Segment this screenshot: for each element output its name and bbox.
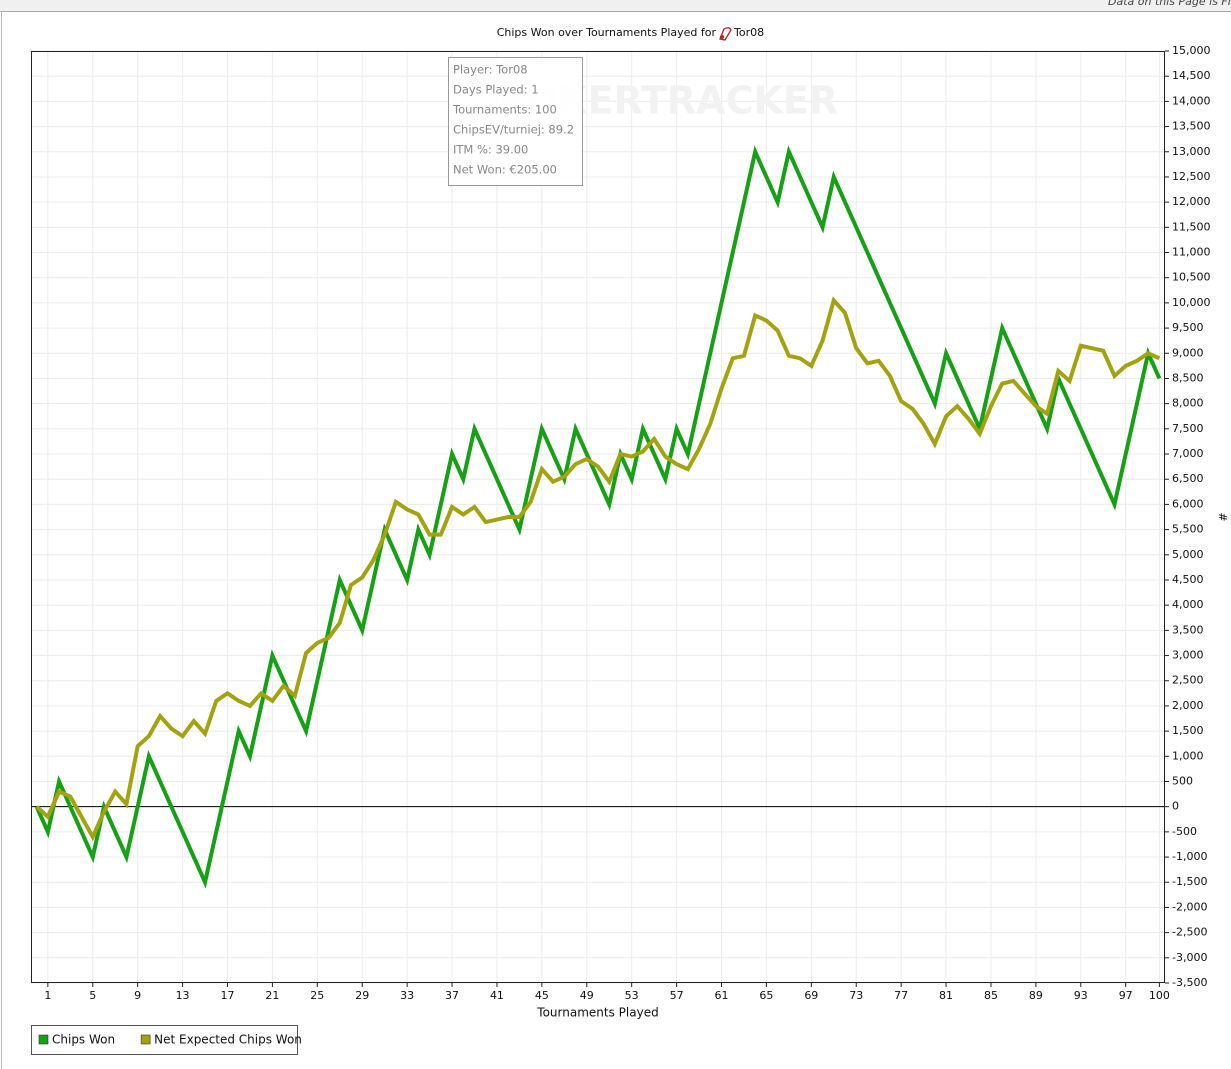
y-tick-label: 14,000 <box>1172 94 1211 107</box>
x-tick-label: 73 <box>849 989 863 1002</box>
y-tick-label: 8,500 <box>1172 371 1204 384</box>
tooltip-line: Player: Tor08 <box>453 63 528 77</box>
y-tick-label: -1,000 <box>1172 850 1207 863</box>
tooltip-line: ITM %: 39.00 <box>453 143 528 157</box>
x-tick-label: 85 <box>984 989 998 1002</box>
y-tick-label: 9,000 <box>1172 346 1204 359</box>
grid <box>31 50 1165 984</box>
x-tick-label: 5 <box>89 989 96 1002</box>
x-tick-label: 65 <box>759 989 773 1002</box>
x-axis-label: Tournaments Played <box>536 1006 658 1020</box>
y-tick-label: 2,500 <box>1172 674 1204 687</box>
y-tick-label: 0 <box>1172 800 1179 813</box>
y-tick-label: 13,500 <box>1172 120 1211 133</box>
x-tick-label: 45 <box>535 989 549 1002</box>
y-tick-label: 7,000 <box>1172 447 1204 460</box>
y-tick-label: 15,000 <box>1172 44 1211 57</box>
x-tick-label: 33 <box>400 989 414 1002</box>
x-tick-label: 57 <box>670 989 684 1002</box>
x-tick-label: 81 <box>939 989 953 1002</box>
x-tick-label: 61 <box>715 989 729 1002</box>
x-tick-label: 21 <box>265 989 279 1002</box>
y-tick-label: 500 <box>1172 774 1193 787</box>
y-tick-label: 2,000 <box>1172 699 1204 712</box>
tooltip: Player: Tor08 Days Played: 1 Tournaments: … <box>448 57 583 186</box>
plot-frame <box>31 51 1165 983</box>
y-tick-label: 14,500 <box>1172 69 1211 82</box>
player-name: Tor08 <box>733 26 764 39</box>
tooltip-line: Tournaments: 100 <box>452 103 557 117</box>
legend-swatch <box>38 1034 49 1045</box>
x-tick-label: 89 <box>1029 989 1043 1002</box>
legend-label: Net Expected Chips Won <box>154 1033 302 1047</box>
y-tick-label: 11,500 <box>1172 220 1211 233</box>
y-tick-label: -3,500 <box>1172 976 1207 989</box>
x-tick-label: 53 <box>625 989 639 1002</box>
series-line <box>35 296 1161 842</box>
y-tick-label: -1,500 <box>1172 875 1207 888</box>
y-tick-label: 10,500 <box>1172 271 1211 284</box>
legend-box <box>31 1025 298 1055</box>
y-tick-label: 3,000 <box>1172 649 1204 662</box>
y-tick-label: -500 <box>1172 825 1197 838</box>
legend-swatch <box>140 1034 151 1045</box>
y-tick-label: 13,000 <box>1172 145 1211 158</box>
x-tick-label: 41 <box>490 989 504 1002</box>
top-bar <box>0 0 1231 11</box>
tooltip-line: ChipsEV/turniej: 89.2 <box>453 123 574 137</box>
y-tick-label: 5,500 <box>1172 523 1204 536</box>
x-tick-label: 13 <box>176 989 190 1002</box>
x-tick-label: 17 <box>220 989 234 1002</box>
y-tick-label: 3,500 <box>1172 623 1204 636</box>
x-tick-label: 29 <box>355 989 369 1002</box>
y-tick-label: 1,500 <box>1172 724 1204 737</box>
y-tick-label: -3,000 <box>1172 951 1207 964</box>
y-tick-label: 4,000 <box>1172 598 1204 611</box>
y-tick-label: 6,000 <box>1172 497 1204 510</box>
y-tick-label: 6,500 <box>1172 472 1204 485</box>
tooltip-line: Net Won: €205.00 <box>453 163 557 177</box>
y-tick-label: 7,500 <box>1172 422 1204 435</box>
legend-label: Chips Won <box>52 1033 115 1047</box>
y-tick-label: 12,000 <box>1172 195 1211 208</box>
header-note: Data on this Page is Fil <box>1108 0 1231 8</box>
series-line <box>34 145 1162 889</box>
y-tick-label: -2,000 <box>1172 900 1207 913</box>
x-tick-label: 93 <box>1074 989 1088 1002</box>
x-tick-label: 1 <box>44 989 51 1002</box>
y-tick-label: 12,500 <box>1172 170 1211 183</box>
y-tick-label: 10,000 <box>1172 296 1211 309</box>
x-tick-label: 97 <box>1119 989 1133 1002</box>
y-tick-label: 1,000 <box>1172 749 1204 762</box>
tooltip-line: Days Played: 1 <box>453 83 539 97</box>
y-tick-label: 8,000 <box>1172 397 1204 410</box>
x-tick-label: 100 <box>1149 989 1170 1002</box>
tooltip-box <box>448 57 583 186</box>
y-tick-label: 11,000 <box>1172 246 1211 259</box>
plot <box>31 145 1165 889</box>
x-tick-label: 49 <box>580 989 594 1002</box>
y-tick-label: -2,500 <box>1172 926 1207 939</box>
chart-title: Chips Won over Tournaments Played for <box>497 26 717 39</box>
x-tick-label: 25 <box>310 989 324 1002</box>
x-tick-label: 69 <box>804 989 818 1002</box>
y-tick-label: 4,500 <box>1172 573 1204 586</box>
player-icon <box>719 27 732 41</box>
legend: Chips Won Net Expected Chips Won <box>38 1033 302 1047</box>
y-tick-label: 5,000 <box>1172 548 1204 561</box>
y-tick-label: 9,500 <box>1172 321 1204 334</box>
x-tick-label: 9 <box>134 989 141 1002</box>
y-axis-label: # <box>1216 512 1229 521</box>
x-tick-label: 37 <box>445 989 459 1002</box>
x-tick-label: 77 <box>894 989 908 1002</box>
